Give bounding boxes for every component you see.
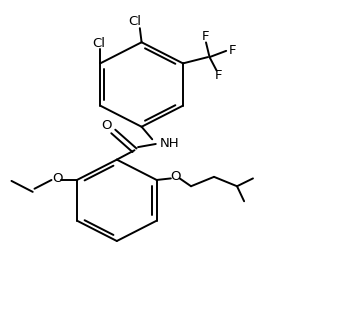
Text: F: F [215,69,222,82]
Text: NH: NH [159,137,179,151]
Text: Cl: Cl [92,37,105,49]
Text: F: F [229,44,236,57]
Text: O: O [52,172,62,185]
Text: Cl: Cl [128,15,141,28]
Text: O: O [170,170,180,183]
Text: F: F [202,30,210,43]
Text: O: O [101,119,112,132]
